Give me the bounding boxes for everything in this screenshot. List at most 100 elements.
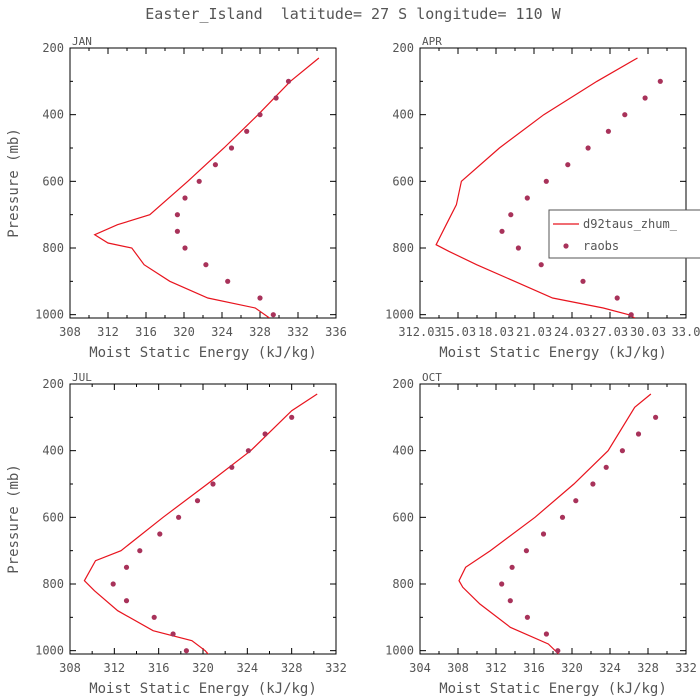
legend: d92taus_zhum_raobs <box>548 209 700 259</box>
raob-point <box>289 414 295 420</box>
raob-point <box>605 128 612 134</box>
y-axis-title: Pressure (mb) <box>6 464 22 574</box>
raob-point <box>507 598 513 604</box>
y-tick-label: 1000 <box>385 644 414 658</box>
raob-point <box>573 498 579 504</box>
model-profile-line <box>458 393 652 654</box>
y-axis-title: Pressure (mb) <box>6 128 22 238</box>
y-tick-label: 800 <box>42 577 64 591</box>
plot-frame <box>419 47 687 319</box>
y-tick-label: 400 <box>392 108 414 122</box>
x-tick-label: 316 <box>135 325 157 339</box>
raob-point <box>580 278 586 284</box>
y-tick-label: 400 <box>42 108 64 122</box>
raob-point <box>174 212 180 218</box>
x-tick-label: 304 <box>409 661 431 675</box>
y-tick-label: 1000 <box>385 308 414 322</box>
y-tick-label: 800 <box>392 241 414 255</box>
y-tick-label: 200 <box>42 377 64 391</box>
x-tick-label: 308 <box>447 661 469 675</box>
raob-point <box>225 278 231 284</box>
model-profile-line <box>83 393 318 654</box>
raob-point <box>619 448 626 454</box>
raob-point <box>170 631 176 637</box>
y-tick-label: 600 <box>392 510 414 524</box>
raob-point <box>262 431 268 437</box>
panel-label: JUL <box>72 371 92 384</box>
x-tick-label: 320 <box>561 661 583 675</box>
raob-point <box>174 228 180 234</box>
raob-point <box>538 262 544 268</box>
raob-point <box>543 631 550 637</box>
y-tick-label: 800 <box>392 577 414 591</box>
raob-point <box>123 598 130 604</box>
raob-point <box>524 195 530 201</box>
x-tick-label: 33.0 <box>672 325 700 339</box>
raob-point <box>555 648 561 654</box>
raob-point <box>614 295 620 301</box>
x-tick-label: 332 <box>325 661 347 675</box>
x-tick-label: 312 <box>103 661 125 675</box>
raob-point <box>653 414 659 420</box>
raob-point <box>642 95 648 101</box>
x-axis-title: Moist Static Energy (kJ/kg) <box>89 681 317 697</box>
raob-point <box>137 548 143 554</box>
y-tick-label: 600 <box>392 174 414 188</box>
raob-point <box>628 312 634 318</box>
plot-frame <box>419 383 687 655</box>
raob-point <box>257 112 263 118</box>
raob-point <box>285 78 292 84</box>
raob-point <box>196 178 202 184</box>
raob-point <box>182 245 188 251</box>
x-tick-label: 332 <box>675 661 697 675</box>
x-tick-label: 328 <box>281 661 303 675</box>
plot-area <box>83 393 318 654</box>
panel-jan: JAN 200 400 600 800 1000 308 312 316 320 324 328 332… <box>6 35 347 361</box>
legend-box <box>548 209 700 259</box>
raob-point <box>603 464 609 470</box>
y-tick-label: 400 <box>392 444 414 458</box>
x-axis-title: Moist Static Energy (kJ/kg) <box>89 345 317 361</box>
raob-point <box>182 195 188 201</box>
raob-point <box>229 464 235 470</box>
panel-oct: OCT 200 400 600 800 1000 304 308 312 316 320 324 328… <box>385 371 697 697</box>
y-tick-label: 800 <box>42 241 64 255</box>
x-tick-label: 24.03 <box>554 325 590 339</box>
x-tick-label: 316 <box>148 661 170 675</box>
figure-title: Easter_Island latitude= 27 S longitude= … <box>145 5 561 23</box>
x-tick-label: 324 <box>211 325 233 339</box>
x-tick-label: 324 <box>599 661 621 675</box>
x-tick-label: 316 <box>523 661 545 675</box>
raob-point <box>176 514 182 520</box>
y-tick-label: 1000 <box>35 644 64 658</box>
y-tick-label: 600 <box>42 174 64 188</box>
panel-label: OCT <box>422 371 442 384</box>
y-tick-label: 200 <box>392 377 414 391</box>
model-profile-line <box>435 57 638 318</box>
plot-frame <box>69 383 337 655</box>
panel-label: APR <box>422 35 442 48</box>
raob-point <box>499 228 505 234</box>
x-tick-label: 27.03 <box>592 325 628 339</box>
raob-point <box>257 295 263 301</box>
raob-point <box>509 564 515 570</box>
raob-point <box>635 431 642 437</box>
plot-frame <box>69 47 337 319</box>
raob-point <box>110 581 116 587</box>
x-axis-title: Moist Static Energy (kJ/kg) <box>439 345 667 361</box>
plot-area <box>435 57 663 318</box>
raob-point <box>270 312 276 318</box>
panel-jul: JUL 200 400 600 800 1000 308 312 316 320 324 328 332… <box>6 371 347 697</box>
x-tick-label: 328 <box>637 661 659 675</box>
x-tick-label: 312.03 <box>398 325 441 339</box>
raob-point <box>590 481 596 487</box>
x-tick-label: 312 <box>485 661 507 675</box>
raob-point <box>244 128 250 134</box>
x-tick-label: 30.03 <box>630 325 666 339</box>
raob-point <box>245 448 251 454</box>
x-tick-label: 308 <box>59 661 81 675</box>
x-tick-label: 320 <box>173 325 195 339</box>
legend-model-label: d92taus_zhum_ <box>583 217 678 231</box>
x-tick-label: 18.03 <box>478 325 514 339</box>
